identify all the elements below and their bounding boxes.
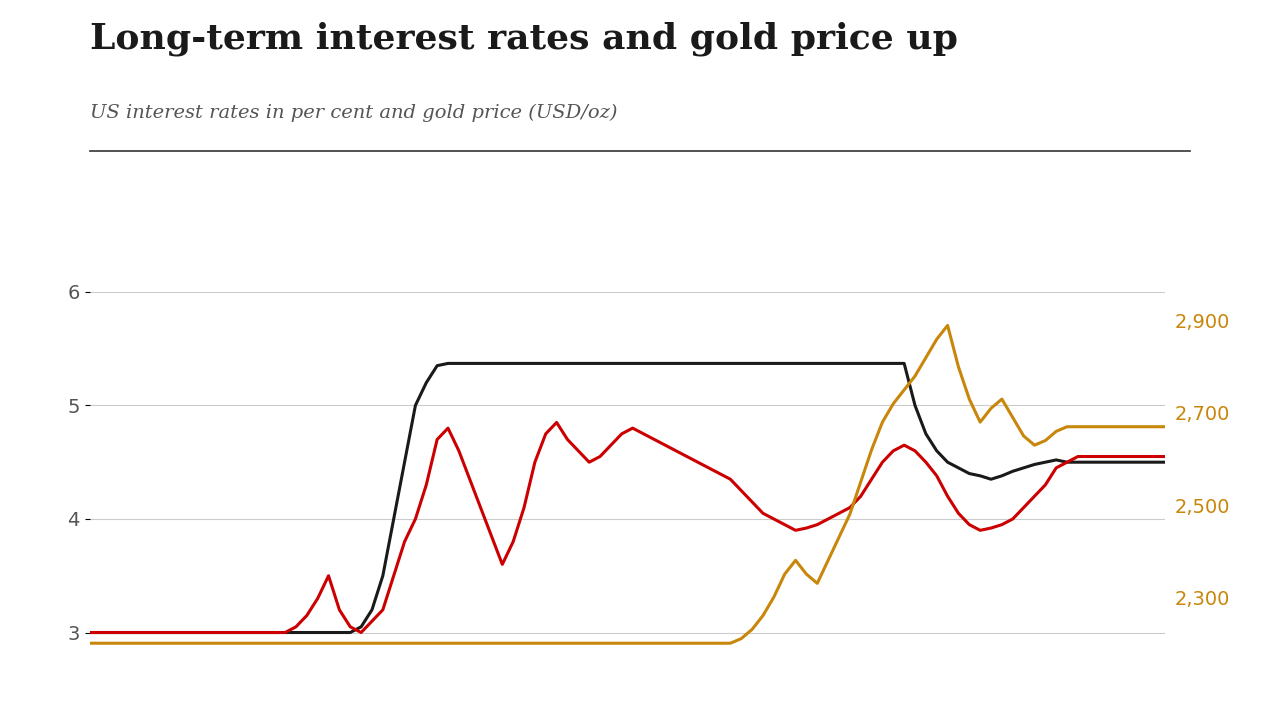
Text: US interest rates in per cent and gold price (USD/oz): US interest rates in per cent and gold p… — [90, 104, 617, 122]
Text: Long-term interest rates and gold price up: Long-term interest rates and gold price … — [90, 22, 957, 56]
